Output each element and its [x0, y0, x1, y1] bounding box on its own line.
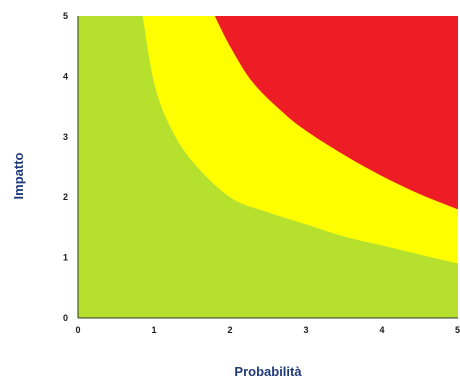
- x-tick-label: 3: [303, 325, 308, 335]
- x-tick-label: 5: [455, 325, 460, 335]
- y-tick-label: 1: [63, 253, 68, 263]
- x-axis-ticks: 0 1 2 3 4 5: [75, 325, 460, 335]
- plot-area: [77, 16, 458, 319]
- x-tick-label: 0: [75, 325, 80, 335]
- y-tick-label: 3: [63, 132, 68, 142]
- y-tick-label: 4: [63, 71, 68, 81]
- y-axis-label: Impatto: [11, 152, 26, 199]
- x-tick-label: 1: [151, 325, 156, 335]
- zone-high: [214, 16, 458, 210]
- x-tick-label: 4: [379, 325, 384, 335]
- x-axis-label: Probabilità: [234, 364, 302, 379]
- y-tick-label: 2: [63, 192, 68, 202]
- y-tick-label: 5: [63, 11, 68, 21]
- x-tick-label: 2: [227, 325, 232, 335]
- y-tick-label: 0: [63, 313, 68, 323]
- y-axis-ticks: 0 1 2 3 4 5: [63, 11, 68, 323]
